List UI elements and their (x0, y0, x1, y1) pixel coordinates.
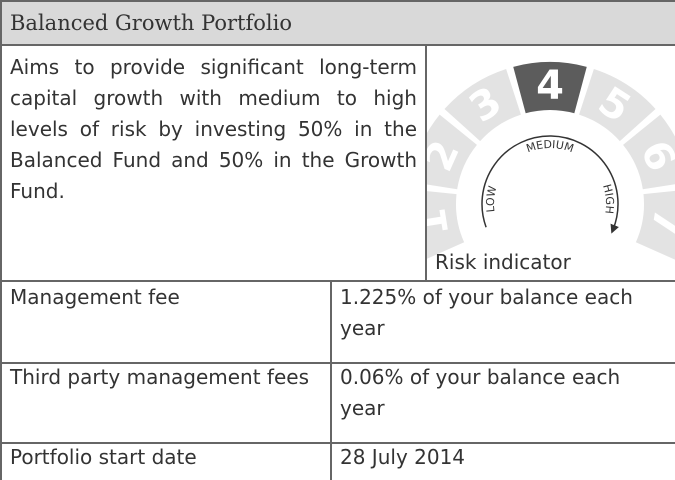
risk-level: 4 (536, 63, 564, 109)
card-title: Balanced Growth Portfolio (2, 2, 675, 46)
label-track (494, 148, 606, 228)
risk-segment (623, 114, 675, 190)
risk-segment (409, 114, 477, 190)
risk-caption: Risk indicator (435, 250, 571, 274)
row-value: 28 July 2014 (332, 442, 675, 480)
risk-scale-label: LOW (484, 185, 499, 213)
risk-arrow (481, 135, 619, 234)
risk-panel: 1 2 3 4 5 6 7 LOW MEDIUM HIGH Risk indicator (408, 46, 675, 282)
risk-scale-text: LOW (484, 185, 499, 213)
row-label: Management fee (2, 282, 332, 364)
description: Aims to provide significant long-term ca… (2, 46, 427, 282)
row-label: Third party management fees (2, 362, 332, 444)
risk-scale-text: HIGH (600, 183, 616, 215)
risk-scale-label: HIGH (600, 183, 616, 215)
row-label: Portfolio start date (2, 442, 332, 480)
risk-segment (444, 68, 521, 142)
risk-scale-text: MEDIUM (525, 138, 576, 155)
row-value: 0.06% of your balance each year (332, 362, 675, 444)
row-value: 1.225% of your balance each year (332, 282, 675, 364)
risk-segment (635, 190, 675, 260)
risk-segment (513, 62, 587, 114)
risk-scale-label: MEDIUM (525, 138, 576, 155)
risk-segment (579, 68, 656, 142)
